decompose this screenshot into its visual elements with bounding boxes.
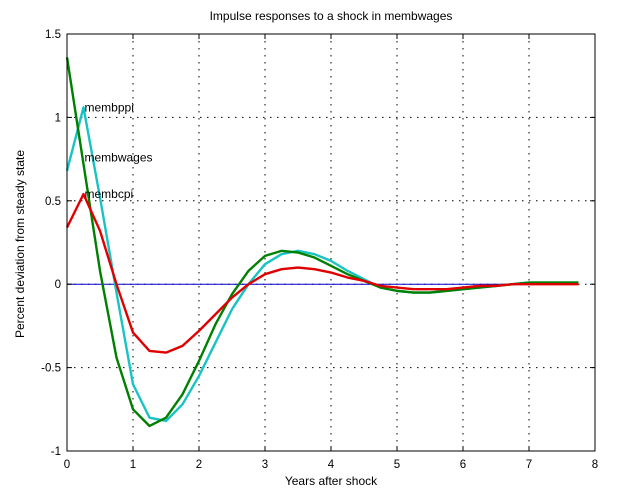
chart-title: Impulse responses to a shock in membwage… <box>210 9 453 23</box>
y-tick-label: 1 <box>55 112 61 124</box>
series-annotations: membppi membwages membcpi <box>85 100 153 201</box>
x-tick-label: 1 <box>130 459 136 471</box>
x-tick-label: 2 <box>196 459 202 471</box>
x-tick-label: 5 <box>394 459 400 471</box>
y-tick-label: 0.5 <box>45 196 61 208</box>
annotation-membppi: membppi <box>85 100 134 114</box>
x-tick-label: 4 <box>328 459 335 471</box>
x-tick-label: 3 <box>262 459 268 471</box>
y-tick-label: -0.5 <box>41 363 61 375</box>
y-tick-label: -1 <box>51 446 61 458</box>
grid-lines <box>67 34 595 451</box>
series-line-membwages <box>65 57 579 428</box>
series-lines <box>65 57 579 428</box>
x-tick-label: 6 <box>460 459 466 471</box>
annotation-membwages: membwages <box>85 150 153 164</box>
plot-frame <box>66 33 596 452</box>
series-line-membcpi <box>65 192 579 354</box>
y-axis-label: Percent deviation from steady state <box>13 150 27 338</box>
x-tick-label: 7 <box>526 459 532 471</box>
axis-ticks: 0 1 2 3 4 5 6 7 8 -1 -0.5 0 0.5 1 1.5 <box>41 29 598 471</box>
y-tick-label: 0 <box>55 279 61 291</box>
x-axis-label: Years after shock <box>285 474 378 488</box>
x-tick-label: 0 <box>64 459 70 471</box>
annotation-membcpi: membcpi <box>85 187 134 201</box>
y-tick-label: 1.5 <box>45 29 61 41</box>
x-tick-label: 8 <box>592 459 598 471</box>
